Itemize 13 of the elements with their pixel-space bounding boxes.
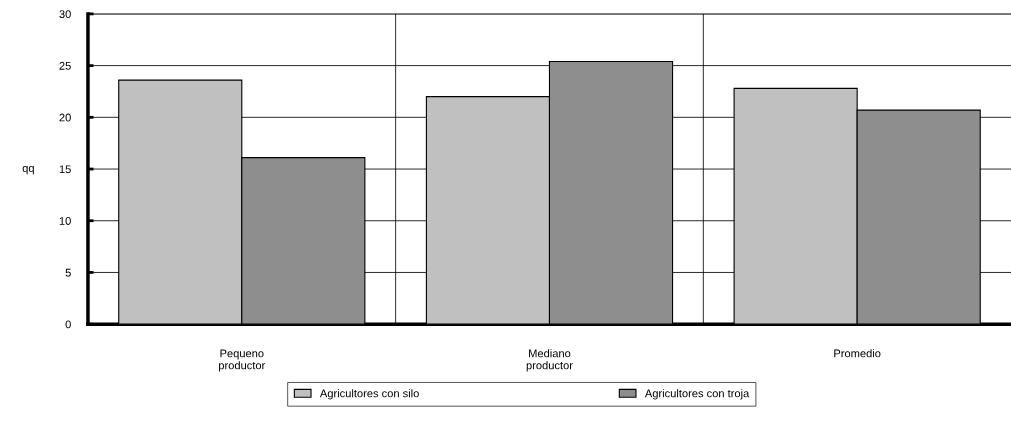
x-tick-label: Mediano productor <box>526 349 573 372</box>
y-tick-label: 25 <box>59 61 71 70</box>
x-tick-label: Promedio <box>834 349 881 358</box>
legend-label: Agricultores con troja <box>644 389 750 400</box>
legend-label: Agricultores con silo <box>319 389 419 400</box>
y-tick-label: 0 <box>65 320 71 329</box>
y-axis-title: qq <box>22 165 34 175</box>
y-tick-label: 5 <box>65 268 71 277</box>
y-tick-label: 20 <box>59 113 71 122</box>
x-tick-label: Pequeno productor <box>219 349 266 372</box>
y-tick-label: 15 <box>59 165 71 174</box>
y-tick-label: 30 <box>59 10 71 19</box>
y-tick-label: 10 <box>59 217 71 225</box>
